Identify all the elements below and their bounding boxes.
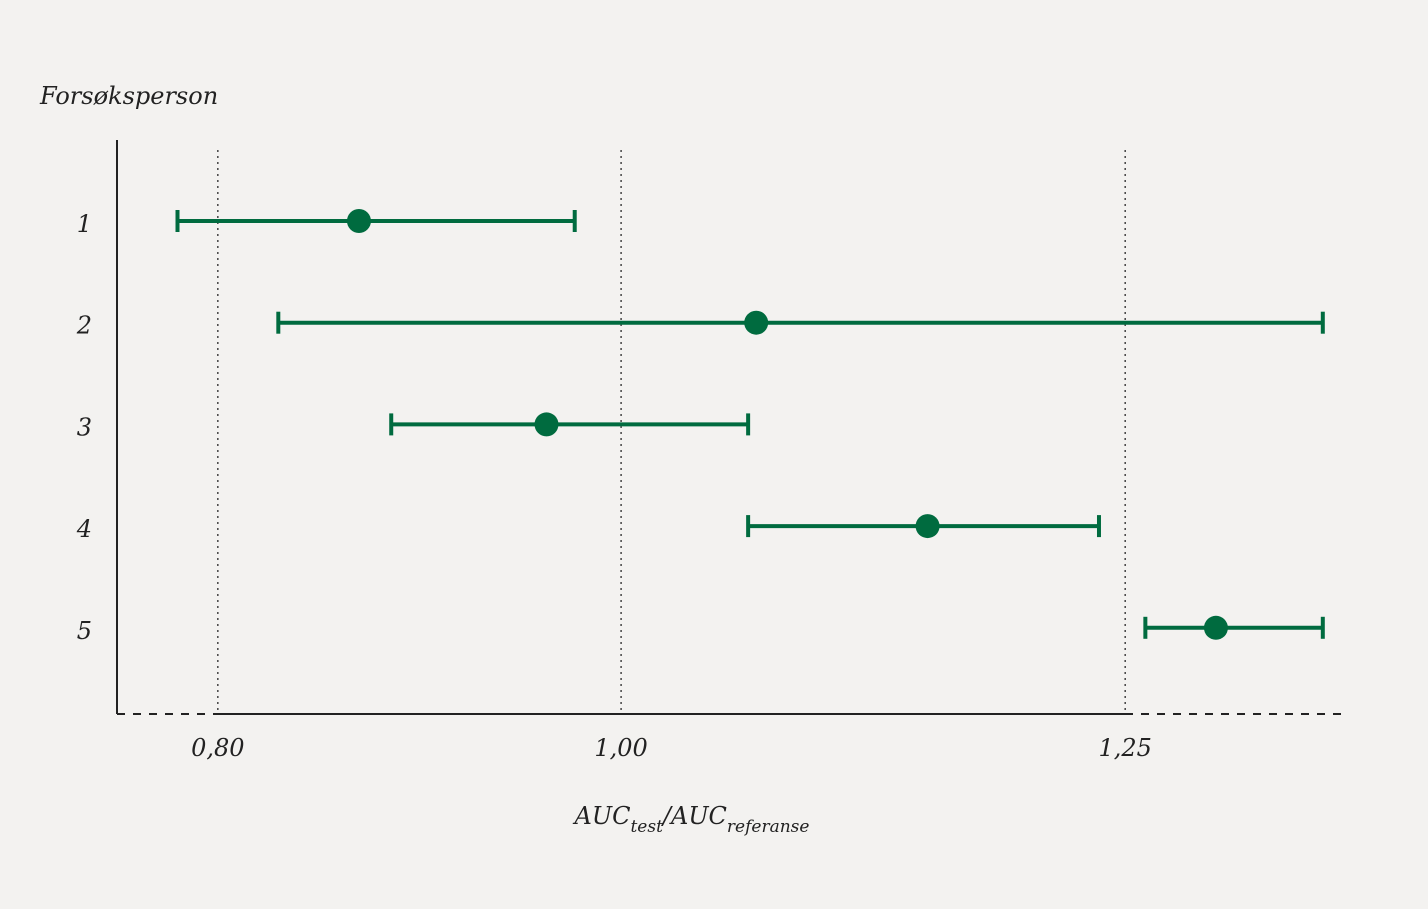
point — [346, 209, 371, 233]
point — [1203, 615, 1228, 640]
y-tick-label: 4 — [76, 515, 92, 543]
y-axis-title: Forsøksperson — [39, 82, 218, 110]
y-tick-label: 1 — [77, 210, 92, 238]
x-tick-label: 0,80 — [191, 734, 244, 762]
point — [534, 412, 559, 437]
point — [915, 514, 940, 539]
point — [744, 310, 769, 335]
x-axis-title-part: / — [661, 802, 674, 830]
x-axis-title-part: test — [630, 817, 663, 837]
x-tick-label: 1,25 — [1098, 734, 1151, 762]
y-tick-label: 5 — [77, 617, 92, 645]
x-axis-title-part: AUC — [573, 802, 631, 830]
y-tick-label: 2 — [76, 312, 92, 340]
x-axis-title: AUCtest/AUCreferanse — [573, 802, 810, 837]
x-axis-title-part: AUC — [669, 802, 727, 830]
x-axis-title-part: referanse — [727, 817, 810, 837]
x-tick-label: 1,00 — [594, 734, 647, 762]
y-tick-label: 3 — [77, 413, 92, 441]
